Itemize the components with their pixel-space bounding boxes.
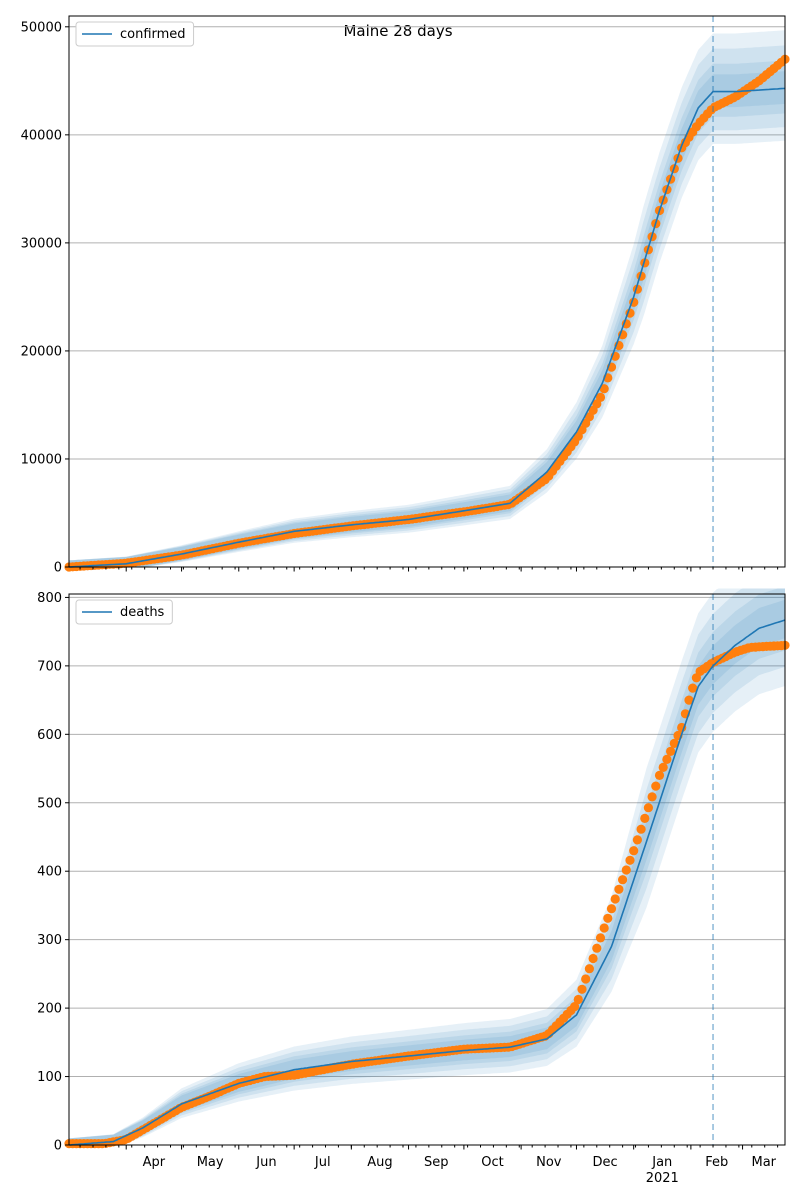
- deaths-panel: 0 100 200 300 400 500 600 700 800 Apr May Jun Jul Au…: [37, 588, 790, 1186]
- confirmed-legend: confirmed: [75, 21, 195, 47]
- deaths-legend-box: [75, 599, 173, 625]
- deaths-y-tick-label-6: 600: [37, 728, 62, 743]
- deaths-observed-point-154: [632, 835, 643, 845]
- x-month-label-1: May: [197, 1155, 224, 1170]
- deaths-observed-point-151: [621, 865, 631, 875]
- deaths-observed-point-149: [614, 884, 624, 894]
- confirmed-y-tick-label-4: 40000: [21, 128, 62, 143]
- deaths-y-tick-label-8: 800: [37, 591, 62, 606]
- x-month-label-8: Dec: [592, 1155, 617, 1170]
- confirmed-band-core: [69, 71, 785, 567]
- deaths-observed-point-142: [588, 953, 598, 964]
- confirmed-panel: 0 10000 20000 30000 40000 50000 confirmed: [21, 15, 790, 576]
- confirmed-bands: [69, 30, 785, 568]
- confirmed-band-inner: [69, 60, 785, 567]
- confirmed-legend-label: confirmed: [120, 27, 186, 42]
- deaths-legend-label: deaths: [120, 605, 165, 620]
- confirmed-band-middle: [69, 45, 785, 567]
- deaths-y-tick-label-5: 500: [37, 796, 62, 811]
- x-month-label-4: Aug: [367, 1155, 392, 1170]
- x-month-label-10: Feb: [705, 1155, 728, 1170]
- deaths-observed-point-164: [669, 738, 679, 749]
- deaths-y-tick-label-7: 700: [37, 659, 62, 674]
- deaths-observed-point-162: [662, 754, 672, 765]
- confirmed-y-ticks: 0 10000 20000 30000 40000 50000: [21, 20, 69, 576]
- deaths-bands: [69, 588, 785, 1145]
- deaths-observed-point-152: [625, 855, 635, 865]
- deaths-observed-point-140: [581, 974, 591, 984]
- deaths-observed-point-169: [688, 683, 698, 693]
- confirmed-axes-frame: [68, 15, 786, 568]
- confirmed-x-ticks: [79, 567, 779, 572]
- x-month-label-11: Mar: [752, 1155, 777, 1170]
- deaths-y-tick-label-4: 400: [37, 865, 62, 880]
- deaths-observed-point-153: [629, 846, 639, 856]
- x-month-label-5: Sep: [424, 1155, 449, 1170]
- deaths-observed-point-158: [647, 792, 657, 802]
- deaths-x-ticks: Apr May Jun Jul Aug Sep Oct Nov Dec Jan Feb Mar 2021: [79, 1145, 779, 1186]
- confirmed-model-line: [68, 87, 786, 568]
- deaths-observed-point-144: [595, 933, 606, 943]
- deaths-observed-point-141: [584, 964, 595, 974]
- x-year-label: 2021: [646, 1171, 679, 1186]
- deaths-observed-point-148: [610, 894, 620, 904]
- x-month-label-3: Jul: [314, 1155, 331, 1170]
- deaths-observed-point-137: [570, 1002, 580, 1012]
- deaths-observed-point-168: [684, 695, 694, 705]
- deaths-observed-point-138: [573, 994, 583, 1005]
- deaths-y-tick-label-2: 200: [37, 1002, 62, 1017]
- x-month-label-6: Oct: [481, 1155, 503, 1170]
- deaths-observed-point-146: [603, 913, 613, 923]
- deaths-observed-point-160: [654, 770, 665, 781]
- deaths-observed-points: [64, 640, 790, 1149]
- deaths-observed-point-150: [618, 875, 628, 885]
- confirmed-band-outer: [69, 30, 785, 568]
- figure-title: Maine 28 days: [343, 22, 452, 40]
- confirmed-observed-point-145: [599, 384, 609, 394]
- confirmed-y-tick-label-5: 50000: [21, 20, 62, 35]
- deaths-y-tick-label-0: 0: [54, 1139, 62, 1154]
- confirmed-y-tick-label-1: 10000: [21, 452, 62, 467]
- confirmed-observed-point-144: [595, 392, 606, 402]
- deaths-observed-point-139: [577, 984, 587, 994]
- deaths-observed-point-143: [592, 943, 602, 953]
- x-month-label-2: Jun: [255, 1155, 276, 1170]
- deaths-model-line: [68, 619, 786, 1146]
- deaths-observed-point-145: [599, 923, 609, 933]
- deaths-observed-point-155: [636, 824, 646, 834]
- deaths-axes-frame: [68, 593, 786, 1146]
- x-month-label-0: Apr: [143, 1155, 166, 1170]
- deaths-observed-point-161: [658, 762, 668, 773]
- deaths-legend: deaths: [75, 599, 173, 625]
- deaths-y-tick-label-1: 100: [37, 1070, 62, 1085]
- deaths-observed-point-157: [643, 803, 654, 813]
- confirmed-y-tick-label-3: 30000: [21, 236, 62, 251]
- confirmed-y-tick-label-2: 20000: [21, 344, 62, 359]
- x-month-label-9: Jan: [651, 1155, 672, 1170]
- confirmed-y-tick-label-0: 0: [54, 561, 62, 576]
- deaths-observed-point-147: [606, 904, 617, 914]
- x-month-label-7: Nov: [536, 1155, 562, 1170]
- confirmed-legend-box: [75, 21, 195, 47]
- deaths-y-ticks: 0 100 200 300 400 500 600 700 800: [37, 591, 69, 1154]
- deaths-observed-point-159: [651, 781, 661, 791]
- deaths-y-tick-label-3: 300: [37, 933, 62, 948]
- deaths-observed-point-163: [666, 746, 676, 757]
- deaths-observed-point-156: [640, 813, 650, 824]
